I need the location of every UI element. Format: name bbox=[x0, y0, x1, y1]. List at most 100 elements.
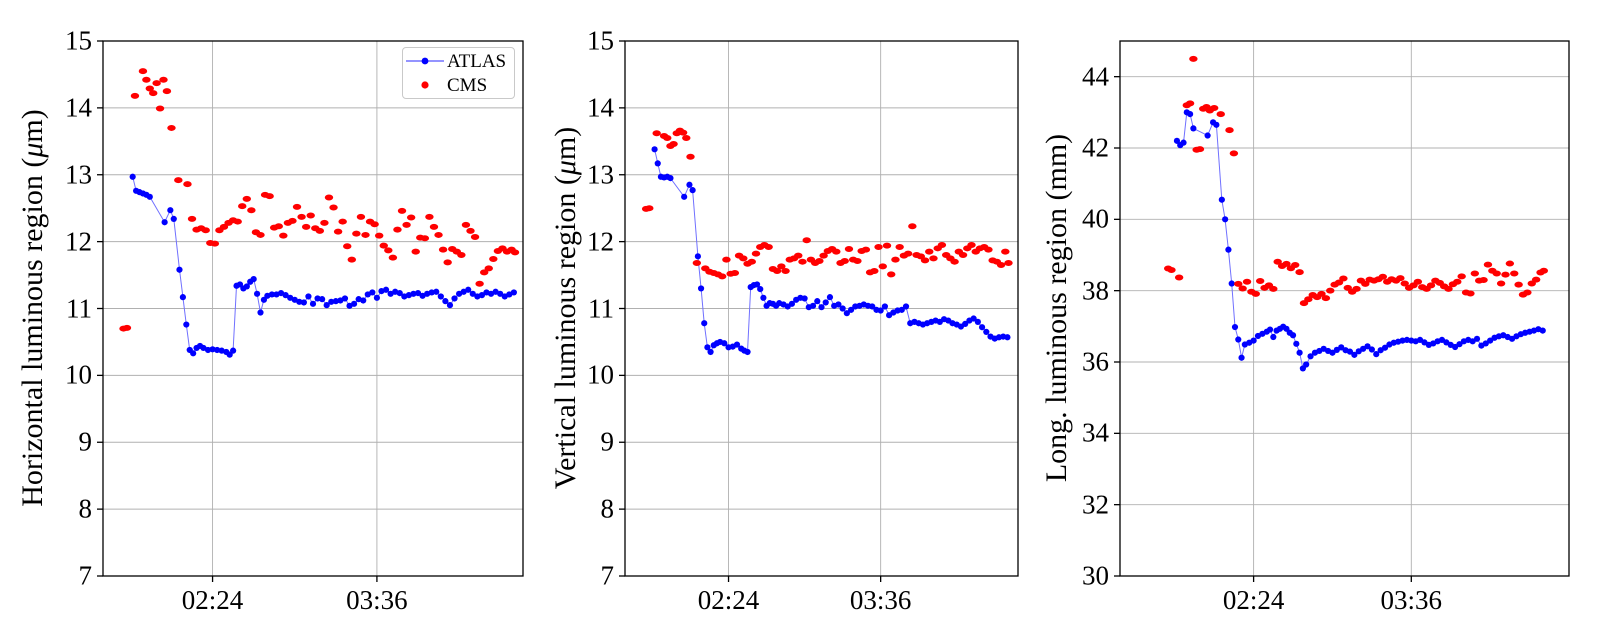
y-tick-label: 14 bbox=[65, 92, 92, 123]
data-point-atlas bbox=[183, 321, 190, 328]
data-point-cms bbox=[815, 258, 824, 265]
data-point-cms bbox=[219, 223, 229, 230]
data-point-atlas bbox=[1296, 349, 1303, 356]
data-point-atlas bbox=[451, 295, 458, 302]
data-point-cms bbox=[1479, 276, 1488, 283]
data-point-cms bbox=[479, 269, 489, 276]
data-point-cms bbox=[967, 241, 976, 248]
data-point-atlas bbox=[962, 320, 969, 327]
y-tick-label: 34 bbox=[1082, 417, 1109, 448]
legend-label-cms: CMS bbox=[447, 74, 488, 96]
data-point-cms bbox=[159, 76, 168, 83]
data-point-atlas bbox=[230, 347, 237, 354]
data-point-cms bbox=[489, 256, 498, 263]
data-point-cms bbox=[1004, 260, 1013, 267]
data-point-cms bbox=[470, 233, 480, 240]
data-point-cms bbox=[772, 268, 782, 275]
data-point-atlas bbox=[686, 181, 693, 188]
data-point-atlas bbox=[314, 295, 321, 302]
y-tick-label: 42 bbox=[1082, 132, 1109, 163]
data-point-atlas bbox=[179, 294, 186, 301]
y-tick-label: 13 bbox=[587, 159, 614, 190]
data-point-atlas bbox=[1231, 323, 1239, 331]
data-point-atlas bbox=[1293, 340, 1300, 347]
data-point-cms bbox=[1510, 270, 1519, 277]
data-point-atlas bbox=[843, 310, 850, 317]
data-point-atlas bbox=[1186, 111, 1194, 118]
data-point-cms bbox=[781, 268, 790, 275]
data-point-cms bbox=[1189, 55, 1198, 62]
data-point-cms bbox=[722, 256, 731, 263]
x-tick-label: 02:24 bbox=[181, 585, 244, 615]
data-point-atlas bbox=[1250, 337, 1257, 344]
data-point-cms bbox=[1505, 260, 1515, 267]
data-point-atlas bbox=[744, 348, 751, 356]
data-point-atlas bbox=[309, 300, 317, 307]
data-point-atlas bbox=[1289, 332, 1297, 339]
data-point-cms bbox=[301, 223, 311, 230]
x-tick-label: 03:36 bbox=[346, 585, 408, 615]
data-point-cms bbox=[155, 105, 165, 112]
data-point-cms bbox=[384, 247, 393, 254]
data-point-cms bbox=[937, 241, 947, 248]
y-tick-label: 15 bbox=[587, 25, 614, 56]
data-point-atlas bbox=[369, 289, 376, 296]
data-point-cms bbox=[338, 218, 347, 225]
plot-frame bbox=[1119, 40, 1570, 577]
data-point-cms bbox=[730, 270, 740, 277]
data-point-cms bbox=[1167, 266, 1176, 273]
atlas-line-dot-icon bbox=[406, 57, 444, 65]
data-point-atlas bbox=[721, 340, 728, 347]
y-tick-label: 11 bbox=[588, 293, 614, 323]
data-point-cms bbox=[840, 258, 849, 265]
data-point-atlas bbox=[1329, 349, 1336, 356]
x-tick-label: 03:36 bbox=[849, 585, 912, 615]
data-point-cms bbox=[686, 153, 695, 160]
data-point-cms bbox=[1361, 280, 1370, 287]
data-point-atlas bbox=[305, 293, 312, 300]
data-point-cms bbox=[819, 252, 828, 259]
data-point-atlas bbox=[209, 346, 216, 353]
data-point-atlas bbox=[296, 298, 303, 305]
x-tick-label: 02:24 bbox=[1222, 585, 1285, 615]
data-point-cms bbox=[1539, 267, 1549, 274]
data-point-atlas bbox=[826, 294, 834, 301]
data-point-cms bbox=[1444, 285, 1453, 292]
data-point-atlas bbox=[396, 290, 403, 297]
data-point-atlas bbox=[1218, 196, 1225, 203]
data-point-cms bbox=[1216, 111, 1225, 118]
data-point-cms bbox=[798, 258, 807, 265]
data-point-cms bbox=[242, 195, 252, 202]
data-point-cms bbox=[1492, 270, 1501, 277]
data-point-atlas bbox=[465, 286, 472, 293]
data-point-cms bbox=[233, 218, 242, 225]
data-point-cms bbox=[747, 258, 756, 265]
data-point-cms bbox=[279, 232, 288, 239]
data-point-cms bbox=[183, 181, 192, 188]
y-tick-label: 7 bbox=[78, 560, 93, 591]
data-point-atlas bbox=[319, 296, 326, 303]
data-point-cms bbox=[256, 231, 265, 238]
y-axis-label-horizontal: Horizontal luminous region (μm) bbox=[16, 109, 49, 507]
data-point-cms bbox=[1238, 285, 1247, 292]
cms-dot-icon bbox=[421, 81, 429, 89]
data-point-atlas bbox=[847, 306, 855, 313]
y-tick-label: 10 bbox=[65, 359, 92, 390]
data-point-cms bbox=[324, 194, 334, 201]
data-point-cms bbox=[751, 250, 761, 257]
series-group bbox=[119, 68, 520, 358]
data-point-cms bbox=[438, 246, 448, 253]
data-point-cms bbox=[297, 213, 306, 220]
data-point-cms bbox=[484, 265, 493, 272]
data-point-cms bbox=[122, 324, 132, 331]
y-tick-label: 32 bbox=[1082, 489, 1109, 520]
data-point-cms bbox=[1466, 290, 1475, 297]
data-point-atlas bbox=[978, 324, 986, 331]
data-point-cms bbox=[466, 227, 475, 234]
data-point-cms bbox=[406, 214, 416, 221]
data-point-atlas bbox=[1270, 333, 1277, 341]
data-point-cms bbox=[461, 221, 471, 228]
data-point-atlas bbox=[1307, 353, 1314, 360]
y-axis-label-vertical: Vertical luminous region (μm) bbox=[549, 126, 582, 490]
